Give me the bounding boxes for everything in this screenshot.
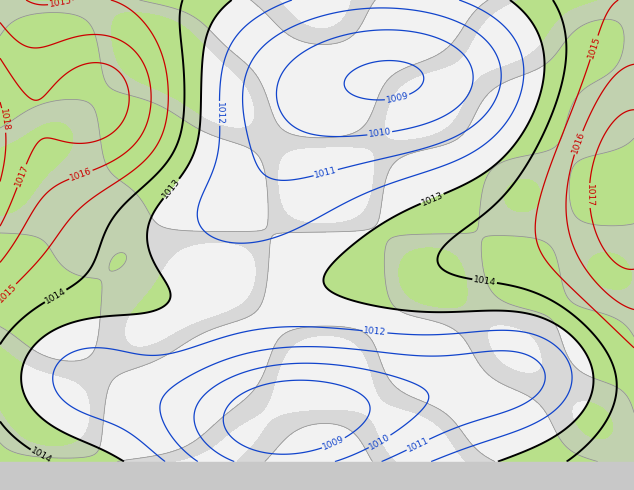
Text: 1015: 1015 bbox=[586, 35, 602, 60]
Text: Mo 27-05-2024 06:00 UTC (18+60): Mo 27-05-2024 06:00 UTC (18+60) bbox=[422, 470, 631, 480]
Text: 1016: 1016 bbox=[571, 130, 586, 155]
Text: 1012: 1012 bbox=[363, 326, 387, 338]
Text: Surface pressure [hPa] ECMWF: Surface pressure [hPa] ECMWF bbox=[3, 470, 192, 480]
Text: 1015: 1015 bbox=[0, 281, 18, 304]
Text: ©weatheronline.co.uk: ©weatheronline.co.uk bbox=[531, 480, 631, 490]
Text: 1015: 1015 bbox=[48, 0, 72, 9]
Text: 1012: 1012 bbox=[215, 102, 224, 125]
Text: 1014: 1014 bbox=[29, 446, 53, 466]
Text: 1014: 1014 bbox=[473, 275, 496, 287]
Text: 1011: 1011 bbox=[313, 166, 338, 180]
Text: 1013: 1013 bbox=[160, 177, 182, 200]
Text: 1013: 1013 bbox=[420, 190, 444, 207]
Text: 1016: 1016 bbox=[68, 167, 93, 183]
Text: 1017: 1017 bbox=[13, 164, 30, 188]
Text: 1014: 1014 bbox=[44, 286, 68, 305]
Text: 1017: 1017 bbox=[585, 184, 594, 207]
Text: 1009: 1009 bbox=[385, 91, 410, 105]
Text: 1009: 1009 bbox=[321, 435, 346, 452]
Text: 1018: 1018 bbox=[0, 108, 11, 132]
Text: 1010: 1010 bbox=[368, 432, 392, 451]
Text: 1010: 1010 bbox=[368, 127, 392, 140]
Text: 1011: 1011 bbox=[406, 436, 430, 454]
